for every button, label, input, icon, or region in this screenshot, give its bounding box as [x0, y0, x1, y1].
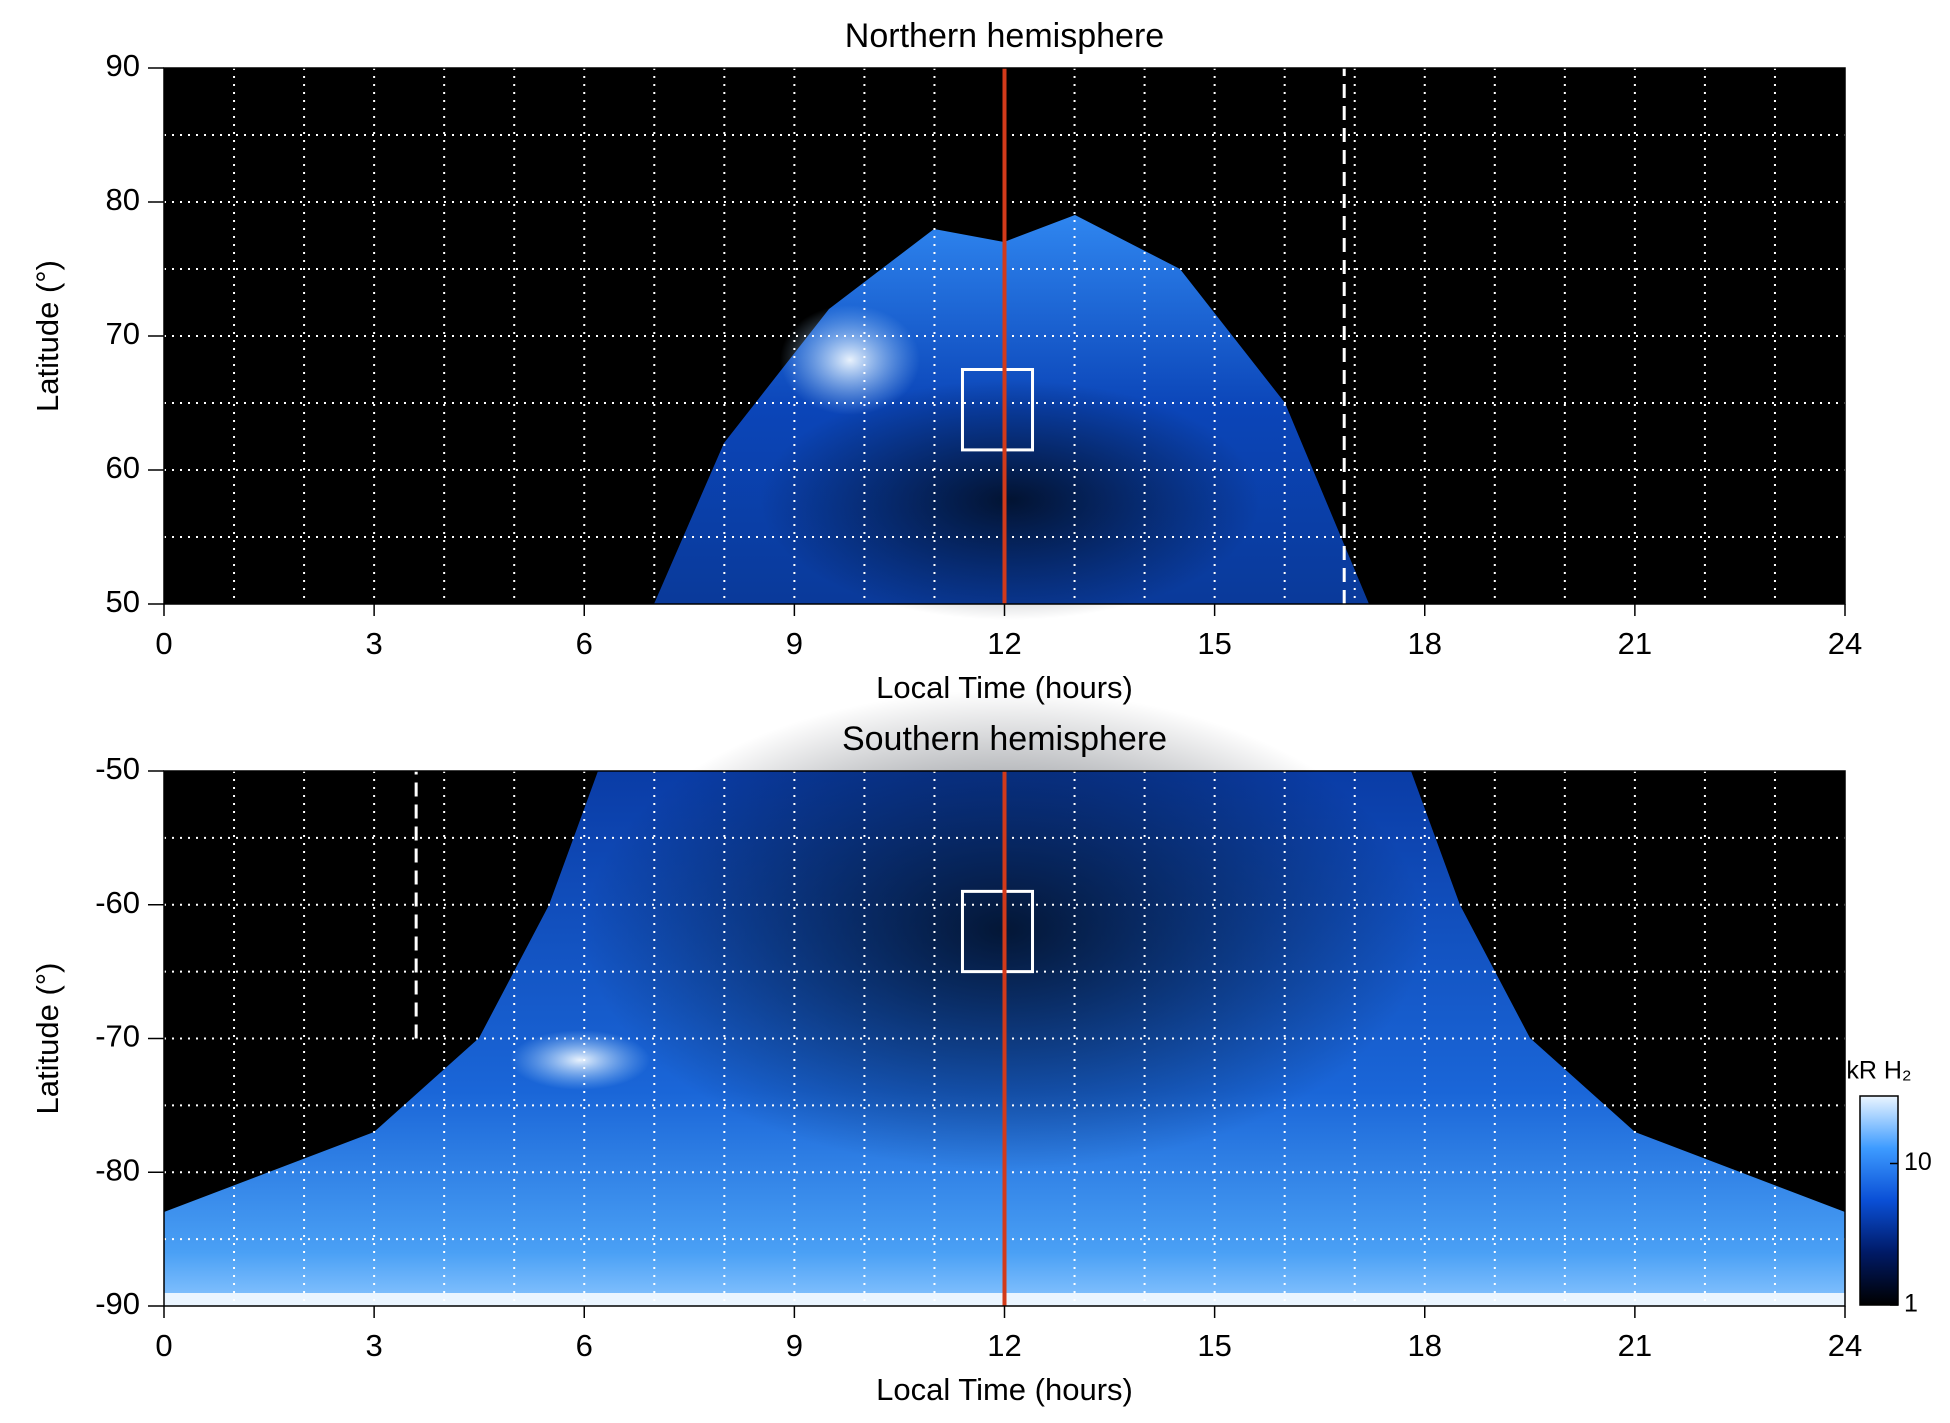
x-tick-label: 0 [155, 626, 172, 661]
emission-north [654, 215, 1369, 620]
x-tick-label: 0 [155, 1328, 172, 1363]
x-tick-label: 21 [1618, 626, 1652, 661]
colorbar-label: kR H₂ [1846, 1057, 1911, 1085]
x-tick-label: 6 [576, 1328, 593, 1363]
x-tick-label: 21 [1618, 1328, 1652, 1363]
x-tick-label: 9 [786, 1328, 803, 1363]
x-tick-label: 9 [786, 626, 803, 661]
y-tick-label: -50 [95, 751, 140, 786]
x-tick-label: 12 [987, 626, 1021, 661]
x-tick-label: 3 [366, 626, 383, 661]
y-tick-label: 80 [106, 182, 140, 217]
x-tick-label: 24 [1828, 626, 1862, 661]
x-axis-label: Local Time (hours) [876, 1372, 1133, 1407]
x-tick-label: 12 [987, 1328, 1021, 1363]
region-box [960, 889, 1035, 974]
x-tick-label: 18 [1408, 626, 1442, 661]
x-tick-label: 15 [1197, 626, 1231, 661]
x-tick-label: 15 [1197, 1328, 1231, 1363]
y-tick-label: 70 [106, 316, 140, 351]
y-tick-label: -60 [95, 885, 140, 920]
y-tick-label: -90 [95, 1286, 140, 1321]
y-axis-label: Latitude (°) [30, 260, 65, 412]
x-tick-label: 6 [576, 626, 593, 661]
y-tick-label: 50 [106, 584, 140, 619]
x-axis-label: Local Time (hours) [876, 670, 1133, 705]
colorbar-tick-label: 10 [1904, 1148, 1932, 1176]
y-tick-label: -80 [95, 1152, 140, 1187]
chart-title: Northern hemisphere [845, 17, 1164, 55]
colorbar [1859, 1095, 1899, 1306]
y-tick-label: 60 [106, 450, 140, 485]
colorbar-tick-label: 1 [1904, 1290, 1918, 1318]
x-tick-label: 18 [1408, 1328, 1442, 1363]
y-tick-label: -70 [95, 1019, 140, 1054]
chart-title: Southern hemisphere [842, 720, 1167, 758]
y-axis-label: Latitude (°) [30, 963, 65, 1115]
region-box [960, 368, 1035, 452]
x-tick-label: 24 [1828, 1328, 1862, 1363]
x-tick-label: 3 [366, 1328, 383, 1363]
y-tick-label: 90 [106, 48, 140, 83]
